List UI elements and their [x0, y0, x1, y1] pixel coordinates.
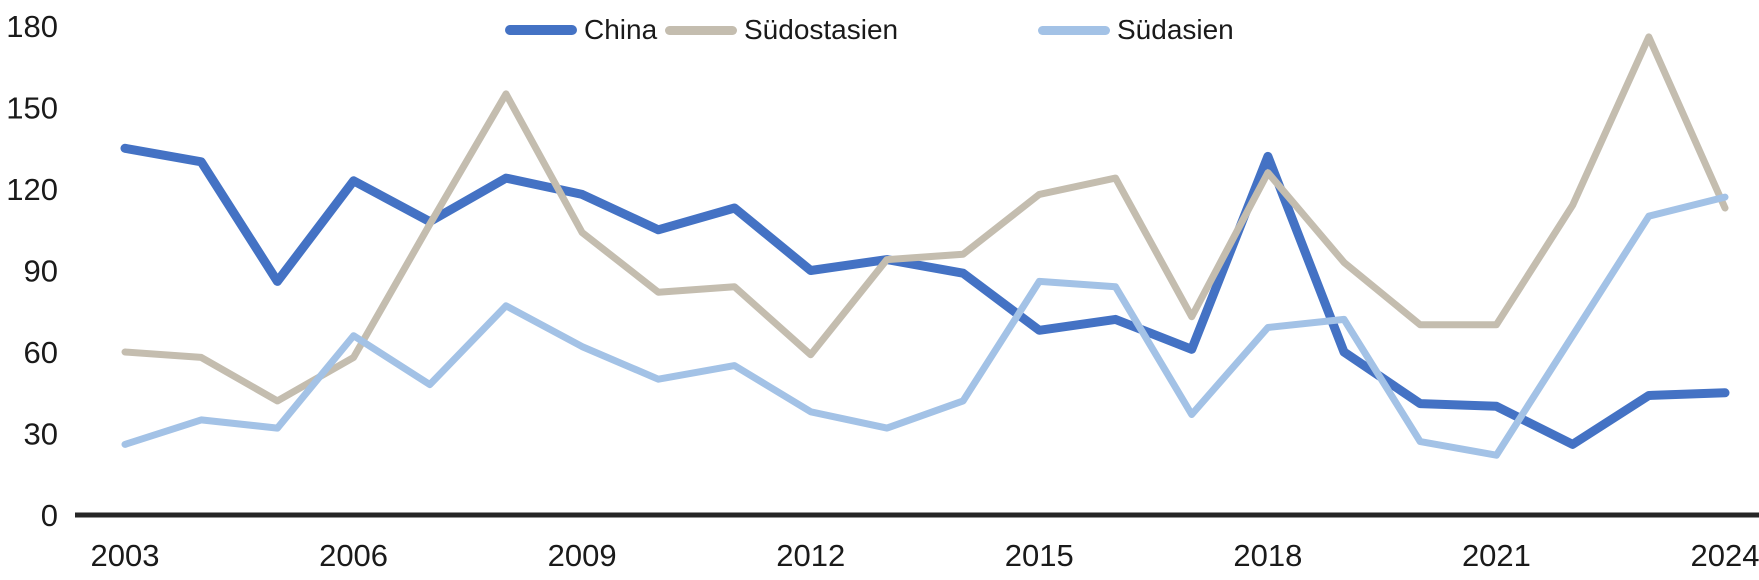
y-tick-label: 180: [6, 9, 58, 44]
x-tick-label: 2018: [1233, 538, 1302, 573]
x-tick-label: 2021: [1462, 538, 1531, 573]
y-tick-label: 0: [41, 498, 58, 533]
y-tick-label: 90: [24, 254, 58, 289]
x-tick-label: 2003: [91, 538, 160, 573]
y-tick-label: 30: [24, 417, 58, 452]
series-line-china: [120, 143, 1730, 449]
x-tick-label: 2012: [776, 538, 845, 573]
x-tick-label: 2024: [1691, 538, 1759, 573]
y-tick-label: 150: [6, 91, 58, 126]
y-tick-label: 60: [24, 335, 58, 370]
x-tick-label: 2015: [1005, 538, 1074, 573]
x-tick-label: 2006: [319, 538, 388, 573]
series-line-sdasien: [121, 193, 1729, 459]
y-tick-label: 120: [6, 172, 58, 207]
series-line-sdostasien: [121, 33, 1729, 405]
x-tick-label: 2009: [548, 538, 617, 573]
